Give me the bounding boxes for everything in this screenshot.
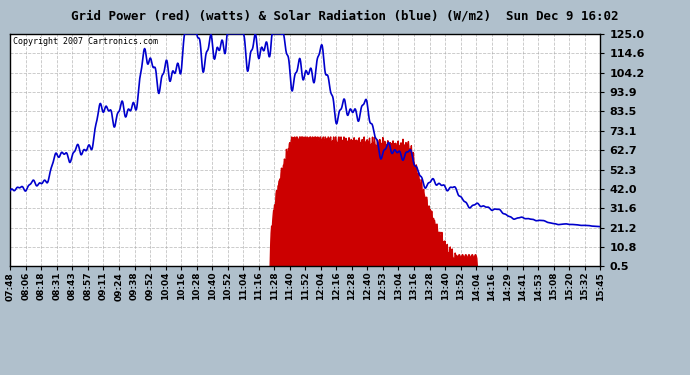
Text: Grid Power (red) (watts) & Solar Radiation (blue) (W/m2)  Sun Dec 9 16:02: Grid Power (red) (watts) & Solar Radiati…	[71, 9, 619, 22]
Text: Copyright 2007 Cartronics.com: Copyright 2007 Cartronics.com	[13, 37, 158, 46]
